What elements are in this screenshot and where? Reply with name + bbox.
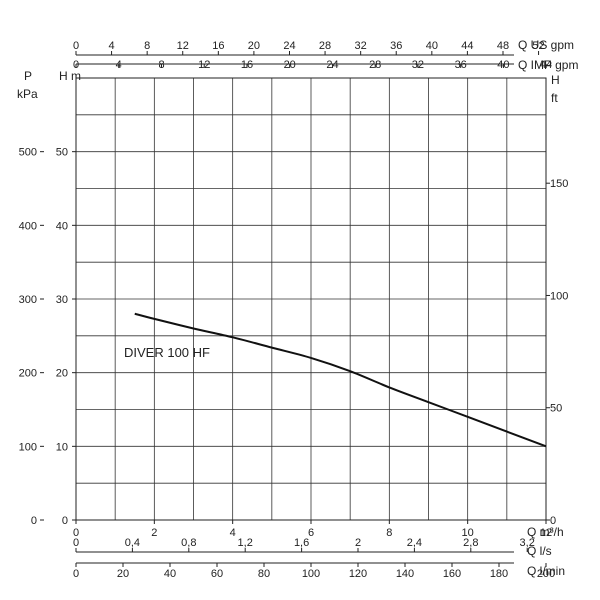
pressure-axis-tick-label: 400 <box>19 220 37 232</box>
bottom-lmin-tick-label: 120 <box>349 568 367 580</box>
x-axis-tick-label: 4 <box>230 527 236 539</box>
x-axis-tick-label: 0 <box>73 527 79 539</box>
y-axis-tick-label: 50 <box>56 147 68 159</box>
y-axis-tick-label: 0 <box>62 515 68 527</box>
head-axis-label-h: H m <box>59 69 81 83</box>
top-imp-gpm-label: Q IMP gpm <box>518 58 578 72</box>
pressure-axis-tick-label: 100 <box>19 441 37 453</box>
top-imp-gpm-tick-label: 8 <box>158 59 164 71</box>
curve <box>134 312 547 448</box>
top-us-gpm-tick-label: 24 <box>283 40 295 52</box>
top-imp-gpm-tick-label: 24 <box>326 59 338 71</box>
pressure-axis-tick-label: 0 <box>31 515 37 527</box>
top-us-gpm-tick-label: 4 <box>109 40 115 52</box>
top-us-gpm-tick-label: 12 <box>177 40 189 52</box>
right-axis-tick-label: 0 <box>550 515 556 527</box>
y-axis-tick-label: 30 <box>56 294 68 306</box>
x-axis-tick-label: 8 <box>386 527 392 539</box>
top-imp-gpm-tick-label: 44 <box>540 59 552 71</box>
bottom-lmin-tick-label: 200 <box>537 568 555 580</box>
grid <box>76 78 546 520</box>
right-axis-tick-label: 150 <box>550 178 568 190</box>
bottom-lmin-tick-label: 160 <box>443 568 461 580</box>
bottom-ls-tick-label: 2 <box>355 537 361 549</box>
top-us-gpm-tick-label: 36 <box>390 40 402 52</box>
top-us-gpm-tick-label: 20 <box>248 40 260 52</box>
bottom-lmin-tick-label: 60 <box>211 568 223 580</box>
y-axis-tick-label: 40 <box>56 220 68 232</box>
x-axis-tick-label: 10 <box>462 527 474 539</box>
bottom-ls-tick-label: 0 <box>73 537 79 549</box>
x-axis-tick-label: 2 <box>151 527 157 539</box>
pressure-axis-label-p: P <box>24 69 32 83</box>
pump-curve-line <box>134 312 547 448</box>
top-us-gpm-tick-label: 0 <box>73 40 79 52</box>
top-us-gpm-tick-label: 28 <box>319 40 331 52</box>
top-us-gpm-tick-label: 52 <box>532 40 544 52</box>
pressure-axis-label-kpa: kPa <box>17 87 38 101</box>
y-axis-tick-label: 20 <box>56 368 68 380</box>
bottom-ls-tick-label: 1,2 <box>238 537 253 549</box>
pressure-axis-tick-label: 300 <box>19 294 37 306</box>
top-us-gpm-tick-label: 8 <box>144 40 150 52</box>
right-axis-label-h: H <box>551 73 560 87</box>
bottom-ls-tick-label: 2,8 <box>463 537 478 549</box>
axes: 0 4 8 12 16 20 24 28 32 36 40 44 48 520 4 8 12 16 20 24 28 32… <box>19 40 569 580</box>
top-imp-gpm-tick-label: 28 <box>369 59 381 71</box>
top-us-gpm-tick-label: 32 <box>355 40 367 52</box>
right-axis-tick-label: 100 <box>550 290 568 302</box>
top-imp-gpm-tick-label: 40 <box>497 59 509 71</box>
top-us-gpm-tick-label: 40 <box>426 40 438 52</box>
bottom-lmin-tick-label: 40 <box>164 568 176 580</box>
bottom-lmin-tick-label: 140 <box>396 568 414 580</box>
x-axis-m3h-label: Q m³/h <box>527 525 564 539</box>
bottom-ls-label: Q l/s <box>527 544 552 558</box>
bottom-lmin-tick-label: 80 <box>258 568 270 580</box>
top-imp-gpm-tick-label: 20 <box>284 59 296 71</box>
right-axis-tick-label: 50 <box>550 403 562 415</box>
top-imp-gpm-tick-label: 16 <box>241 59 253 71</box>
top-us-gpm-tick-label: 16 <box>212 40 224 52</box>
right-axis-label-ft: ft <box>551 91 558 105</box>
bottom-ls-tick-label: 2,4 <box>407 537 422 549</box>
curve-label: DIVER 100 HF <box>124 345 210 360</box>
top-imp-gpm-tick-label: 12 <box>198 59 210 71</box>
y-axis-tick-label: 10 <box>56 441 68 453</box>
top-us-gpm-tick-label: 48 <box>497 40 509 52</box>
pressure-axis-tick-label: 500 <box>19 147 37 159</box>
bottom-lmin-tick-label: 100 <box>302 568 320 580</box>
top-us-gpm-tick-label: 44 <box>461 40 473 52</box>
bottom-ls-tick-label: 1,6 <box>294 537 309 549</box>
pressure-axis-tick-label: 200 <box>19 368 37 380</box>
x-axis-tick-label: 12 <box>540 527 552 539</box>
bottom-ls-tick-label: 0,4 <box>125 537 140 549</box>
bottom-lmin-label: Q l/min <box>527 564 565 578</box>
top-imp-gpm-tick-label: 4 <box>116 59 122 71</box>
top-imp-gpm-tick-label: 36 <box>455 59 467 71</box>
bottom-lmin-tick-label: 20 <box>117 568 129 580</box>
bottom-lmin-tick-label: 0 <box>73 568 79 580</box>
bottom-ls-tick-label: 3,2 <box>520 537 535 549</box>
bottom-lmin-tick-label: 180 <box>490 568 508 580</box>
x-axis-tick-label: 6 <box>308 527 314 539</box>
bottom-ls-tick-label: 0,8 <box>181 537 196 549</box>
top-us-gpm-label: Q US gpm <box>518 38 574 52</box>
top-imp-gpm-tick-label: 0 <box>73 59 79 71</box>
top-imp-gpm-tick-label: 32 <box>412 59 424 71</box>
